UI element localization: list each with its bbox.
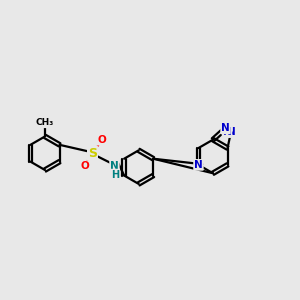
Text: N: N — [221, 123, 230, 134]
Text: N: N — [227, 127, 236, 136]
Text: O: O — [97, 135, 106, 145]
Text: N: N — [194, 160, 203, 170]
Text: N: N — [110, 160, 119, 170]
Text: O: O — [80, 161, 89, 171]
Text: H: H — [111, 169, 119, 180]
Text: S: S — [88, 147, 97, 160]
Text: N: N — [223, 127, 231, 137]
Text: CH₃: CH₃ — [36, 118, 54, 127]
